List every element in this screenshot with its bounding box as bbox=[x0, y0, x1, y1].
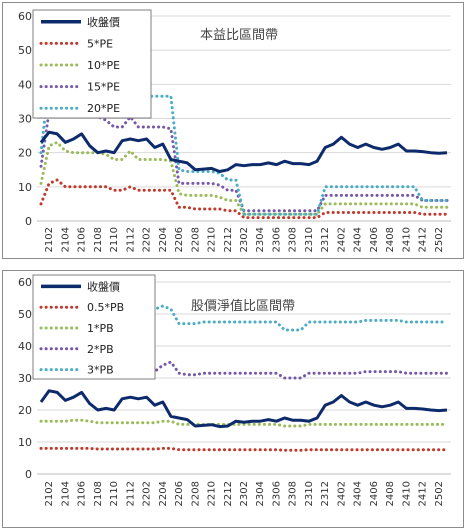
x-tick-label: 2308 bbox=[288, 227, 299, 252]
x-tick-label: 2112 bbox=[125, 227, 136, 252]
y-tick-label: 30 bbox=[18, 113, 32, 126]
x-tick-label: 2102 bbox=[44, 227, 55, 252]
x-tick-label: 2408 bbox=[385, 481, 396, 506]
legend-label: 20*PE bbox=[87, 102, 120, 115]
x-tick-label: 2502 bbox=[434, 227, 445, 252]
x-tick-label: 2410 bbox=[401, 227, 412, 252]
x-tick-label: 2206 bbox=[174, 227, 185, 252]
x-tick-label: 2210 bbox=[207, 481, 218, 506]
legend-label: 收盤價 bbox=[87, 279, 120, 293]
x-tick-label: 2502 bbox=[434, 481, 445, 506]
legend-label: 1*PB bbox=[87, 322, 114, 335]
legend-box bbox=[32, 274, 156, 380]
x-tick-label: 2310 bbox=[304, 227, 315, 252]
y-tick-label: 10 bbox=[18, 181, 32, 194]
legend-label: 5*PE bbox=[87, 37, 113, 50]
series-line-0 bbox=[39, 130, 448, 173]
y-tick-label: 0 bbox=[25, 215, 32, 228]
y-tick-label: 40 bbox=[18, 78, 32, 91]
series-line-1 bbox=[39, 178, 449, 220]
x-tick-label: 2202 bbox=[142, 227, 153, 252]
x-tick-label: 2306 bbox=[271, 481, 282, 506]
x-tick-label: 2402 bbox=[336, 481, 347, 506]
y-tick-label: 20 bbox=[18, 404, 32, 417]
x-tick-label: 2106 bbox=[77, 481, 88, 506]
legend-label: 15*PE bbox=[87, 81, 120, 94]
x-tick-label: 2312 bbox=[320, 481, 331, 506]
pe-band-chart-panel: 0 10 20 30 40 50 60 2102 2104 2106 2108 2110 2112 220… bbox=[2, 2, 464, 259]
x-tick-label: 2302 bbox=[239, 481, 250, 506]
pe-band-chart: 0 10 20 30 40 50 60 2102 2104 2106 2108 2110 2112 220… bbox=[18, 9, 451, 252]
x-tick-label: 2104 bbox=[60, 481, 71, 506]
x-tick-label: 2204 bbox=[158, 227, 169, 252]
pb-band-chart: 0 10 20 30 40 50 60 2102 2104 2106 2108 2110 2112 220… bbox=[18, 274, 451, 506]
x-tick-label: 2404 bbox=[353, 481, 364, 506]
y-tick-label: 40 bbox=[18, 340, 32, 353]
y-tick-label: 10 bbox=[18, 436, 32, 449]
x-tick-label: 2302 bbox=[239, 227, 250, 252]
chart-title: 本益比區間帶 bbox=[200, 28, 278, 43]
x-tick-label: 2404 bbox=[353, 227, 364, 252]
y-tick-label: 60 bbox=[18, 10, 32, 23]
legend-label: 收盤價 bbox=[87, 15, 120, 29]
x-tick-label: 2402 bbox=[336, 227, 347, 252]
y-tick-label: 50 bbox=[18, 44, 32, 57]
series-line-2 bbox=[39, 418, 449, 428]
x-tick-label: 2210 bbox=[207, 227, 218, 252]
x-tick-label: 2410 bbox=[401, 481, 412, 506]
x-tick-label: 2208 bbox=[190, 481, 201, 506]
x-tick-label: 2110 bbox=[109, 227, 120, 252]
legend-label: 10*PE bbox=[87, 59, 120, 72]
x-tick-label: 2108 bbox=[93, 481, 104, 506]
x-tick-label: 2304 bbox=[255, 481, 266, 506]
y-tick-label: 50 bbox=[18, 308, 32, 321]
x-tick-label: 2306 bbox=[271, 227, 282, 252]
x-tick-label: 2212 bbox=[223, 481, 234, 506]
y-tick-label: 20 bbox=[18, 147, 32, 160]
legend-box bbox=[32, 9, 152, 119]
x-tick-label: 2102 bbox=[44, 481, 55, 506]
y-tick-label: 60 bbox=[18, 276, 32, 289]
x-tick-label: 2406 bbox=[369, 481, 380, 506]
chart-title: 股價淨值比區間帶 bbox=[191, 298, 295, 314]
legend-label: 0.5*PB bbox=[87, 301, 124, 314]
x-tick-label: 2108 bbox=[93, 227, 104, 252]
x-tick-label: 2110 bbox=[109, 481, 120, 506]
legend-label: 2*PB bbox=[87, 343, 114, 356]
y-tick-label: 0 bbox=[25, 468, 32, 481]
x-tick-label: 2206 bbox=[174, 481, 185, 506]
pb-band-chart-panel: 0 10 20 30 40 50 60 2102 2104 2106 2108 2110 2112 220… bbox=[2, 270, 464, 528]
x-tick-label: 2312 bbox=[320, 227, 331, 252]
series-line-0 bbox=[39, 389, 448, 429]
legend-label: 3*PB bbox=[87, 364, 114, 377]
series-line-3 bbox=[39, 360, 449, 380]
x-tick-label: 2212 bbox=[223, 227, 234, 252]
series-line-4 bbox=[39, 304, 449, 332]
x-tick-label: 2204 bbox=[158, 481, 169, 506]
x-tick-label: 2106 bbox=[77, 227, 88, 252]
x-tick-label: 2304 bbox=[255, 227, 266, 252]
x-tick-label: 2208 bbox=[190, 227, 201, 252]
series-line-3 bbox=[39, 110, 449, 213]
x-tick-label: 2408 bbox=[385, 227, 396, 252]
x-tick-label: 2412 bbox=[418, 481, 429, 506]
x-tick-label: 2202 bbox=[142, 481, 153, 506]
y-tick-label: 30 bbox=[18, 372, 32, 385]
x-tick-label: 2406 bbox=[369, 227, 380, 252]
series-line-1 bbox=[39, 446, 449, 452]
x-tick-label: 2104 bbox=[60, 227, 71, 252]
x-tick-label: 2308 bbox=[288, 481, 299, 506]
x-tick-label: 2412 bbox=[418, 227, 429, 252]
x-tick-label: 2112 bbox=[125, 481, 136, 506]
x-tick-label: 2310 bbox=[304, 481, 315, 506]
